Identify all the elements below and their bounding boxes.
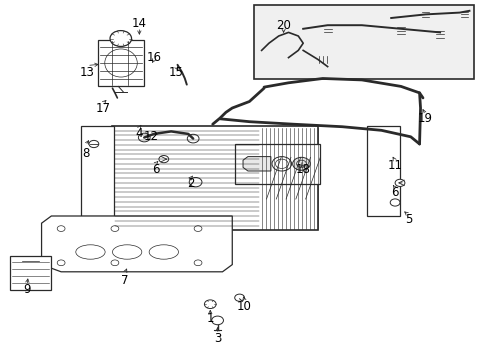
Polygon shape <box>41 216 232 272</box>
Ellipse shape <box>149 245 178 259</box>
Bar <box>254 5 473 79</box>
Ellipse shape <box>112 245 142 259</box>
Text: 12: 12 <box>144 130 159 143</box>
Text: 15: 15 <box>168 66 183 78</box>
Text: 11: 11 <box>387 159 402 172</box>
Text: 7: 7 <box>121 274 128 287</box>
Text: 5: 5 <box>404 213 411 226</box>
Circle shape <box>110 31 131 46</box>
Circle shape <box>389 199 399 206</box>
Circle shape <box>89 140 99 148</box>
Text: 8: 8 <box>81 147 89 159</box>
Polygon shape <box>243 157 270 171</box>
Circle shape <box>57 226 65 231</box>
Bar <box>10 256 51 290</box>
Circle shape <box>187 134 199 143</box>
Circle shape <box>204 300 216 309</box>
Text: 10: 10 <box>237 300 251 312</box>
Circle shape <box>292 157 309 170</box>
Circle shape <box>111 226 119 231</box>
Circle shape <box>189 177 202 187</box>
Circle shape <box>394 179 404 186</box>
Circle shape <box>211 316 223 325</box>
Ellipse shape <box>76 245 105 259</box>
Text: 4: 4 <box>135 127 143 140</box>
Text: 14: 14 <box>132 17 146 30</box>
Circle shape <box>57 260 65 266</box>
Circle shape <box>271 157 291 171</box>
Bar <box>234 144 320 184</box>
Text: 6: 6 <box>151 163 159 176</box>
Text: 18: 18 <box>295 163 310 176</box>
Text: 9: 9 <box>23 283 31 296</box>
Circle shape <box>234 294 244 301</box>
Circle shape <box>138 133 150 142</box>
Bar <box>81 126 114 216</box>
Bar <box>112 126 317 230</box>
Text: 16: 16 <box>146 51 161 64</box>
Text: 20: 20 <box>276 19 290 32</box>
Text: 1: 1 <box>206 312 214 325</box>
Text: 2: 2 <box>186 177 194 190</box>
Circle shape <box>111 260 119 266</box>
Text: 3: 3 <box>213 332 221 345</box>
Circle shape <box>194 226 202 231</box>
Bar <box>98 40 144 86</box>
Text: 17: 17 <box>95 102 110 114</box>
Text: 13: 13 <box>80 66 94 78</box>
Circle shape <box>159 156 168 163</box>
Text: 19: 19 <box>417 112 432 125</box>
Bar <box>366 126 399 216</box>
Text: 6: 6 <box>390 186 398 199</box>
Circle shape <box>194 260 202 266</box>
